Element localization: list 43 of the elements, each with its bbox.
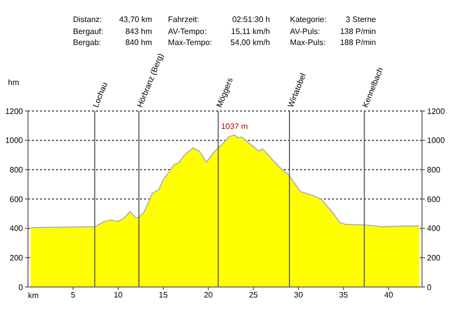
y-tick-label: 1000	[5, 136, 24, 146]
text: 138 P/min	[340, 26, 376, 36]
text: 843 hm	[125, 26, 152, 36]
x-tick-label: 25	[248, 290, 258, 300]
y-tick-label: 600	[10, 194, 24, 204]
y-tick-label: 1200	[5, 106, 24, 116]
x-tick-label: 10	[114, 290, 124, 300]
y2-tick-label: 200	[427, 254, 441, 263]
x-tick-label: 15	[158, 290, 168, 300]
text: Max-Puls:	[290, 38, 326, 47]
x-tick-label: 35	[339, 290, 349, 300]
x-tick-label: 30	[294, 290, 304, 300]
text: AV-Puls:	[290, 26, 320, 36]
x-axis-title: km	[28, 291, 39, 300]
text: Kategorie:	[290, 15, 326, 24]
text: Max-Tempo:	[168, 38, 212, 47]
x-tick-label: 40	[384, 290, 394, 300]
text: 840 hm	[125, 38, 152, 47]
text: Distanz:	[73, 15, 102, 24]
y2-tick-label: 1200	[427, 106, 446, 116]
text: 43,70 km	[119, 15, 152, 24]
y-tick-label: 0	[18, 282, 24, 292]
text: 3 Sterne	[346, 15, 376, 24]
y2-tick-label: 400	[427, 224, 441, 234]
y-tick-label: 800	[10, 166, 24, 175]
y-tick-label: 400	[10, 224, 24, 234]
text: 188 P/min	[340, 38, 376, 47]
y2-tick-label: 600	[427, 194, 441, 204]
text: 02:51:30 h	[232, 15, 270, 24]
annotation: 1037 m	[221, 122, 248, 131]
text: Bergab:	[73, 38, 102, 47]
y2-tick-label: 800	[427, 166, 441, 175]
text: 54,00 km/h	[230, 38, 270, 47]
y-tick-label: 200	[10, 254, 24, 263]
y2-tick-label: 0	[427, 282, 432, 292]
x-tick-label: 5	[70, 290, 76, 300]
text: AV-Tempo:	[168, 26, 207, 36]
text: 15,11 km/h	[231, 26, 270, 36]
text: Fahrzeit:	[168, 15, 200, 24]
y-axis-title: hm	[8, 78, 20, 87]
text: Bergauf:	[73, 26, 104, 36]
x-tick-label: 20	[204, 290, 214, 300]
y2-tick-label: 1000	[427, 136, 446, 146]
